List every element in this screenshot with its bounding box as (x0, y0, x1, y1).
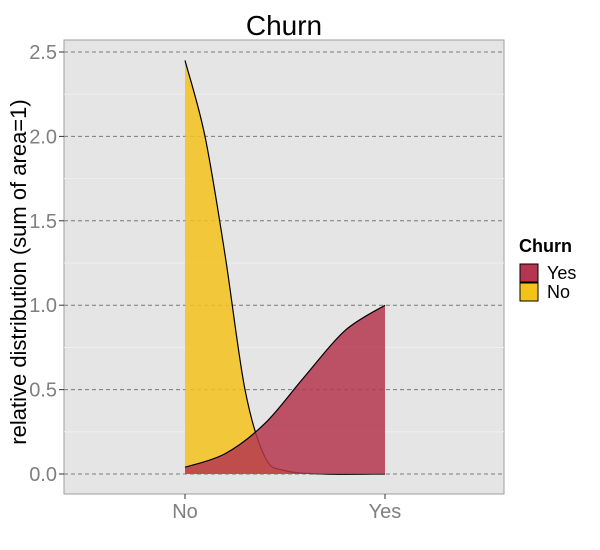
y-tick-label: 1.5 (29, 211, 57, 233)
y-axis-ticks: 0.0 0.5 1.0 1.5 2.0 2.5 (29, 42, 64, 486)
density-line-yes (184, 304, 386, 468)
legend: Churn Yes No (519, 236, 576, 302)
y-tick-label: 2.0 (29, 126, 57, 148)
density-areas (184, 60, 386, 475)
x-tick-label: No (172, 501, 198, 523)
y-tick-label: 2.5 (29, 42, 57, 64)
y-tick-label: 1.0 (29, 295, 57, 317)
minor-gridlines (64, 93, 504, 433)
legend-swatch-yes (519, 263, 539, 283)
y-axis-label: relative distribution (sum of area=1) (6, 99, 31, 444)
y-tick-label: 0.5 (29, 380, 57, 402)
y-tick-label: 0.0 (29, 464, 57, 486)
legend-label-yes: Yes (547, 263, 576, 283)
density-area-no (185, 60, 385, 475)
legend-title: Churn (519, 236, 572, 256)
legend-label-no: No (547, 282, 570, 302)
chart-title: Churn (246, 10, 322, 41)
x-tick-label: Yes (369, 501, 402, 523)
legend-swatch-no (519, 282, 539, 302)
density-area-yes (185, 305, 385, 474)
x-axis-ticks: No Yes (172, 494, 401, 523)
